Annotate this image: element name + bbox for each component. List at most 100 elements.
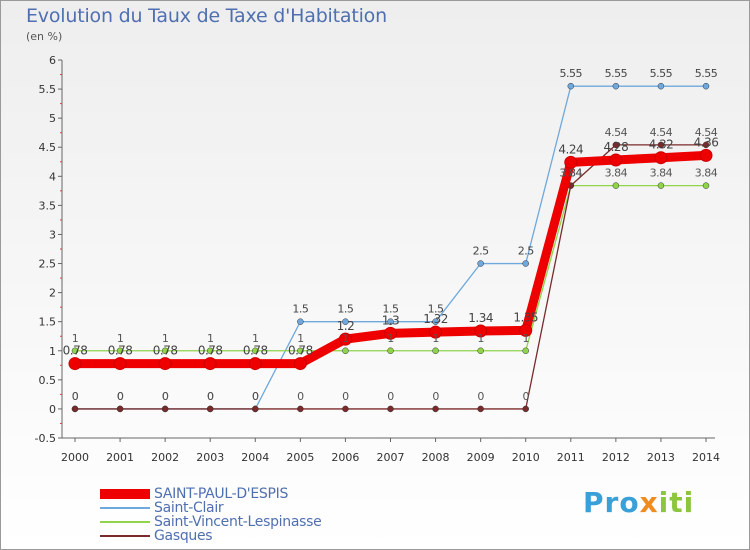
series-point-1 bbox=[477, 260, 484, 267]
series-point-2 bbox=[252, 347, 259, 355]
series-point-0 bbox=[699, 148, 713, 162]
data-label-1: 1.5 bbox=[292, 303, 308, 316]
series-point-2 bbox=[657, 182, 665, 189]
series-point-3 bbox=[161, 405, 169, 413]
data-label-3: 0 bbox=[207, 390, 214, 403]
data-label-2: 1 bbox=[342, 332, 349, 345]
x-tick-label: 2003 bbox=[196, 451, 224, 464]
series-point-0 bbox=[248, 357, 262, 371]
x-tick-label: 2005 bbox=[286, 451, 314, 464]
series-point-0 bbox=[338, 332, 352, 346]
series-point-0 bbox=[68, 357, 82, 371]
series-point-1 bbox=[387, 318, 394, 325]
y-tick-label: 4.5 bbox=[39, 141, 57, 154]
y-tick-label: 1.5 bbox=[39, 316, 57, 329]
data-label-1: 0 bbox=[207, 390, 214, 403]
series-point-1 bbox=[702, 82, 710, 90]
data-label-2: 1 bbox=[117, 332, 124, 345]
data-label-1: 5.55 bbox=[605, 67, 628, 80]
y-tick-label: 0.5 bbox=[39, 374, 57, 387]
x-tick-label: 2000 bbox=[61, 451, 89, 464]
y-tick-label: 6 bbox=[49, 54, 56, 67]
series-point-3 bbox=[297, 405, 304, 413]
y-tick-label: 5 bbox=[49, 112, 56, 125]
series-point-3 bbox=[71, 405, 79, 413]
data-label-1: 5.55 bbox=[650, 67, 673, 80]
legend-label-saint-clair: Saint-Clair bbox=[154, 500, 224, 516]
legend-label-gasques: Gasques bbox=[154, 528, 213, 544]
series-point-0 bbox=[519, 323, 533, 337]
data-label-3: 0 bbox=[432, 390, 439, 403]
y-tick-label: 3.5 bbox=[39, 199, 57, 212]
data-label-0: 1.35 bbox=[513, 310, 538, 324]
data-label-3: 0 bbox=[117, 390, 124, 403]
series-point-1 bbox=[567, 82, 575, 90]
data-label-2: 1 bbox=[162, 332, 169, 345]
legend-label-saint-vincent: Saint-Vincent-Lespinasse bbox=[154, 514, 322, 530]
legend: SAINT-PAUL-D'ESPIS Saint-Clair Saint-Vin… bbox=[100, 486, 322, 544]
logo-text-c: iti bbox=[658, 486, 695, 519]
series-point-0 bbox=[474, 324, 488, 338]
series-point-3 bbox=[387, 405, 394, 413]
data-label-2: 3.84 bbox=[605, 167, 628, 180]
series-point-1 bbox=[432, 318, 439, 325]
data-label-0: 4.24 bbox=[558, 142, 583, 156]
series-point-1 bbox=[657, 82, 665, 90]
data-label-3: 0 bbox=[342, 390, 349, 403]
series-point-0 bbox=[429, 325, 443, 339]
series-point-3 bbox=[522, 405, 529, 413]
x-tick-label: 2008 bbox=[422, 451, 450, 464]
y-tick-label: 2.5 bbox=[39, 258, 57, 271]
data-label-1: 0 bbox=[117, 390, 124, 403]
series-point-3 bbox=[702, 141, 710, 149]
proxiti-logo: Proxiti bbox=[583, 486, 694, 519]
series-point-2 bbox=[432, 347, 439, 355]
data-label-3: 3.84 bbox=[560, 167, 583, 180]
data-label-0: 0.78 bbox=[153, 344, 178, 358]
data-label-3: 0 bbox=[72, 390, 79, 403]
data-label-1: 0 bbox=[252, 390, 259, 403]
data-label-2: 3.84 bbox=[650, 167, 673, 180]
data-label-0: 1.34 bbox=[468, 311, 493, 325]
data-label-1: 1.5 bbox=[337, 303, 353, 316]
series-point-1 bbox=[297, 318, 304, 325]
data-label-3: 4.54 bbox=[650, 126, 673, 139]
data-label-0: 0.78 bbox=[198, 344, 223, 358]
legend-item-gasques: Gasques bbox=[100, 528, 321, 544]
series-point-2 bbox=[522, 347, 529, 355]
x-tick-label: 2001 bbox=[106, 451, 134, 464]
data-label-2: 1 bbox=[522, 332, 529, 345]
data-label-3: 0 bbox=[297, 390, 304, 403]
x-tick-label: 2010 bbox=[512, 451, 540, 464]
y-tick-label: 2 bbox=[49, 287, 56, 300]
series-point-2 bbox=[342, 347, 349, 355]
series-point-2 bbox=[387, 347, 394, 355]
x-tick-label: 2011 bbox=[557, 451, 585, 464]
data-label-1: 1.5 bbox=[428, 303, 444, 316]
series-point-0 bbox=[654, 151, 668, 165]
data-label-0: 4.36 bbox=[694, 135, 719, 149]
data-label-0: 0.78 bbox=[108, 344, 133, 358]
series-point-0 bbox=[384, 326, 397, 340]
series-point-0 bbox=[564, 155, 578, 169]
data-label-3: 4.54 bbox=[695, 126, 718, 139]
series-point-1 bbox=[342, 318, 349, 325]
legend-swatch-saint-clair bbox=[100, 507, 150, 509]
legend-swatch-saint-paul bbox=[100, 489, 150, 499]
chart-title: Evolution du Taux de Taxe d'Habitation bbox=[26, 5, 387, 27]
data-label-2: 1 bbox=[72, 332, 79, 345]
series-point-3 bbox=[206, 405, 214, 413]
data-label-1: 2.5 bbox=[473, 245, 489, 258]
y-tick-label: 3 bbox=[49, 228, 56, 241]
x-tick-label: 2009 bbox=[467, 451, 495, 464]
series-point-0 bbox=[203, 357, 217, 371]
data-label-3: 0 bbox=[162, 390, 169, 403]
y-tick-label: -0.5 bbox=[35, 432, 56, 445]
data-label-0: 0.78 bbox=[63, 344, 88, 358]
series-point-3 bbox=[657, 141, 665, 149]
data-label-2: 1 bbox=[252, 332, 259, 345]
data-label-2: 1 bbox=[297, 332, 304, 345]
data-label-2: 3.84 bbox=[560, 167, 583, 180]
y-tick-label: 1 bbox=[49, 345, 56, 358]
